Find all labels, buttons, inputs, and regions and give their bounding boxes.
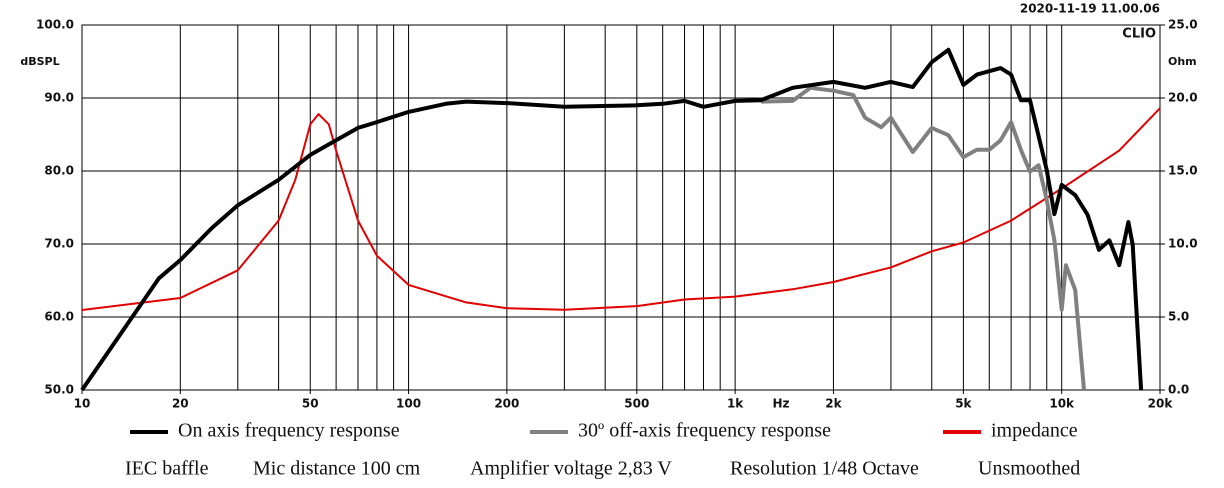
- note: IEC baffle: [125, 458, 209, 480]
- x-tick-label: 10: [74, 397, 91, 411]
- x-tick-label: 5k: [955, 397, 972, 411]
- x-tick-label: 20: [172, 397, 189, 411]
- x-axis-label: Hz: [772, 397, 789, 411]
- note: Unsmoothed: [978, 458, 1080, 480]
- series-line: [80, 47, 1144, 392]
- y2-tick-label: 5.0: [1168, 310, 1189, 324]
- y-tick-label: 80.0: [44, 164, 74, 178]
- x-tick-label: 100: [396, 397, 421, 411]
- y-axis-label: dBSPL: [20, 55, 59, 68]
- legend-label: On axis frequency response: [178, 420, 400, 442]
- y2-axis-label: Ohm: [1168, 55, 1197, 68]
- brand: CLIO: [1122, 27, 1156, 42]
- y-tick-label: 60.0: [44, 310, 74, 324]
- x-tick-label: 50: [302, 397, 319, 411]
- x-tick-label: 500: [624, 397, 649, 411]
- y-tick-label: 50.0: [44, 383, 74, 397]
- y2-tick-label: 25.0: [1168, 18, 1198, 32]
- legend-label: 30º off-axis frequency response: [578, 420, 831, 442]
- y2-tick-label: 10.0: [1168, 237, 1198, 251]
- y-tick-label: 70.0: [44, 237, 74, 251]
- note: Amplifier voltage 2,83 V: [470, 458, 672, 480]
- y2-tick-label: 20.0: [1168, 91, 1198, 105]
- note: Mic distance 100 cm: [253, 458, 421, 480]
- y2-tick-label: 15.0: [1168, 164, 1198, 178]
- x-tick-label: 2k: [825, 397, 842, 411]
- timestamp: 2020-11-19 11.00.06: [1020, 2, 1160, 16]
- y-tick-label: 100.0: [36, 18, 74, 32]
- x-tick-label: 1k: [727, 397, 744, 411]
- legend-label: impedance: [991, 420, 1078, 442]
- x-tick-label: 20k: [1148, 397, 1174, 411]
- plot-frame: [81, 24, 1161, 391]
- y2-tick-label: 0.0: [1168, 383, 1189, 397]
- note: Resolution 1/48 Octave: [730, 458, 919, 480]
- x-tick-label: 200: [494, 397, 519, 411]
- x-tick-label: 10k: [1049, 397, 1075, 411]
- series-line: [760, 85, 1086, 391]
- y-tick-label: 90.0: [44, 91, 74, 105]
- series-line: [81, 107, 1161, 311]
- notes: IEC baffle Mic distance 100 cm Amplifier…: [125, 458, 1080, 480]
